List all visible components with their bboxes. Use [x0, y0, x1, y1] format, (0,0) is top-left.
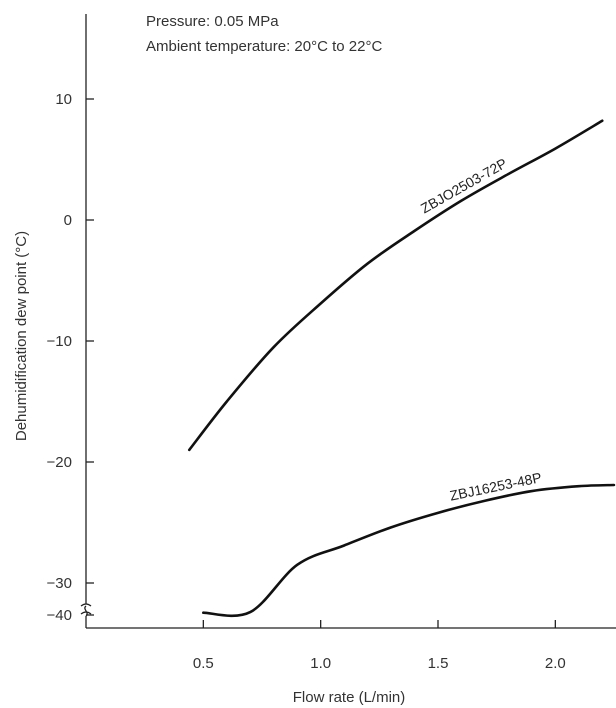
series-line-1: [202, 483, 616, 618]
x-ticks: 0.5 1.0 1.5 2.0: [193, 620, 566, 672]
plot-axes: [80, 14, 616, 629]
y-tick-label: −30: [47, 575, 72, 592]
y-axis-title: Dehumidification dew point (°C): [13, 231, 30, 441]
y-axis-break-mark: [80, 603, 92, 617]
x-tick-label: 1.5: [428, 655, 449, 672]
x-axis-title: Flow rate (L/min): [293, 689, 406, 706]
series-line-0: [187, 119, 604, 452]
x-tick-label: 1.0: [310, 655, 331, 672]
y-tick-label: −40: [47, 607, 72, 624]
y-ticks: 10 0 −10 −20 −30 −40: [47, 91, 94, 624]
x-tick-label: 2.0: [545, 655, 566, 672]
y-tick-label: 10: [55, 91, 72, 108]
y-tick-label: −10: [47, 333, 72, 350]
ambient-temperature-note: Ambient temperature: 20°C to 22°C: [146, 38, 382, 55]
y-tick-label: −20: [47, 454, 72, 471]
series-label-0: ZBJO2503-72P: [418, 155, 510, 217]
y-tick-label: 0: [64, 212, 72, 229]
x-tick-label: 0.5: [193, 655, 214, 672]
pressure-note: Pressure: 0.05 MPa: [146, 13, 279, 30]
